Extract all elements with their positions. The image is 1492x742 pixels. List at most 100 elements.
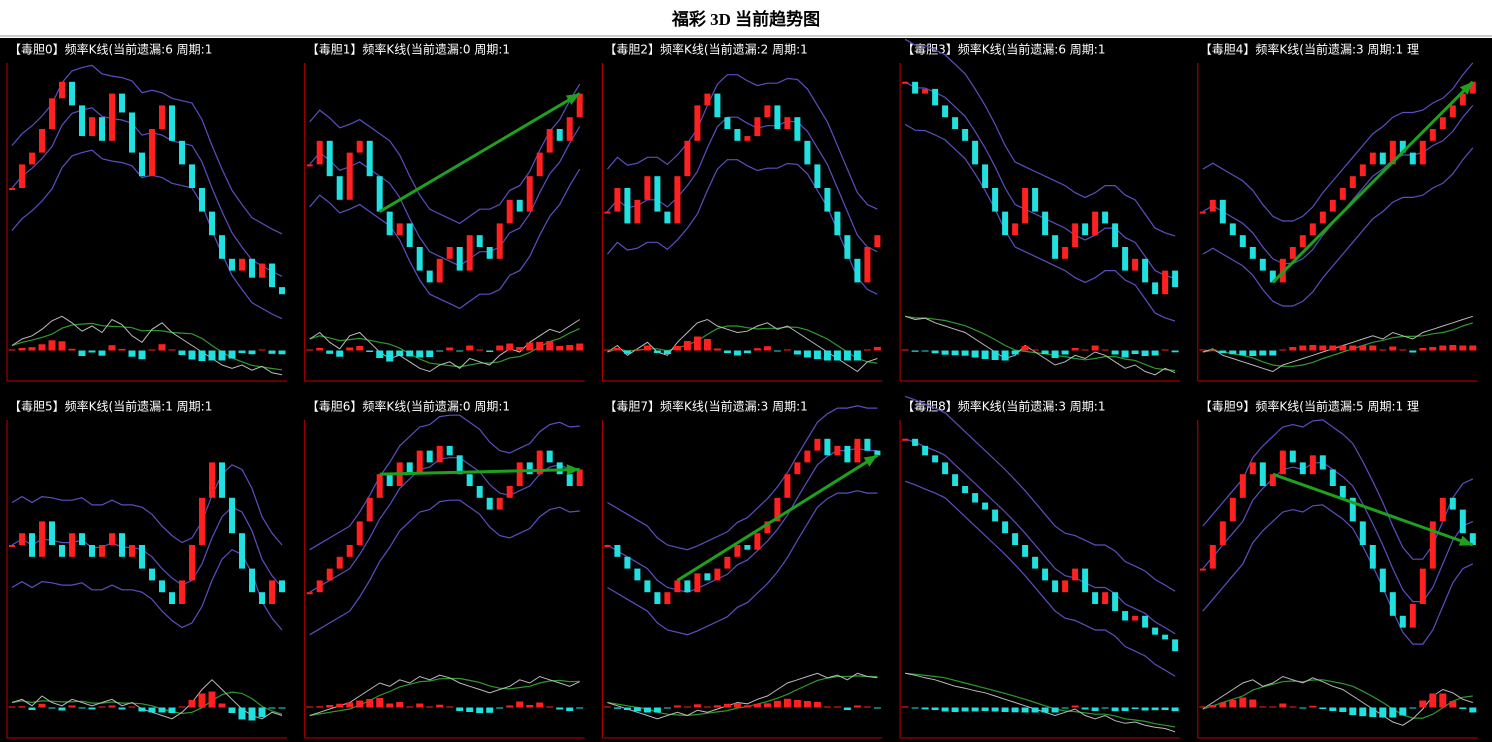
- candle: [466, 235, 473, 271]
- arrow-head: [566, 464, 580, 476]
- candle: [714, 568, 721, 581]
- indicator-bar: [238, 707, 246, 720]
- candle: [992, 509, 999, 522]
- candle: [1249, 247, 1256, 259]
- candle: [854, 258, 861, 283]
- indicator-bar: [148, 349, 156, 351]
- indicator-bar: [416, 703, 424, 708]
- candle: [1339, 486, 1346, 498]
- candle: [864, 438, 871, 451]
- candle: [814, 164, 821, 188]
- candle: [99, 545, 105, 557]
- candle: [566, 117, 573, 141]
- indicator-bar: [743, 705, 751, 708]
- indicator-line: [1202, 679, 1473, 719]
- candle: [1359, 521, 1366, 545]
- candle: [1142, 615, 1149, 628]
- candle: [1102, 211, 1109, 224]
- indicator-bar: [366, 699, 374, 708]
- candle: [1319, 455, 1326, 470]
- candle: [9, 545, 15, 547]
- candle: [614, 545, 621, 557]
- candle: [804, 140, 811, 165]
- indicator-bar: [426, 706, 434, 708]
- indicator-bar: [703, 339, 711, 351]
- candle: [326, 140, 333, 177]
- candle: [1449, 105, 1456, 118]
- candle: [1219, 521, 1226, 545]
- candle: [1429, 521, 1436, 569]
- band-line: [1202, 419, 1474, 560]
- indicator-bar: [603, 706, 611, 708]
- indicator-bar: [68, 705, 76, 708]
- candle: [576, 469, 583, 486]
- indicator-bar: [1101, 349, 1109, 351]
- candle: [436, 445, 443, 463]
- indicator-bar: [633, 349, 641, 351]
- indicator-bar: [78, 707, 86, 709]
- candle: [1042, 568, 1049, 581]
- indicator-bar: [1011, 350, 1019, 355]
- candle: [336, 556, 343, 569]
- candle: [1419, 568, 1426, 604]
- panel-header: 【毒胆8】频率K线(当前遗漏:3 周期:1: [902, 399, 1105, 414]
- candle: [366, 140, 373, 177]
- indicator-bar: [98, 350, 106, 356]
- indicator-bar: [456, 707, 464, 711]
- candle: [179, 580, 185, 604]
- candle: [1409, 152, 1416, 165]
- candle: [704, 93, 711, 106]
- indicator-bar: [1091, 345, 1099, 351]
- candle: [279, 287, 285, 295]
- indicator-bar: [1051, 350, 1059, 358]
- indicator-bar: [486, 350, 494, 352]
- candle: [1209, 545, 1216, 569]
- indicator-bar: [773, 350, 781, 352]
- candle: [39, 129, 45, 153]
- band-line: [607, 490, 878, 636]
- candle: [1062, 580, 1069, 593]
- candle: [1379, 152, 1386, 165]
- indicator-bar: [376, 350, 384, 358]
- indicator-bar: [1459, 345, 1467, 351]
- indicator-bar: [991, 707, 999, 712]
- candle: [814, 438, 821, 451]
- indicator-bar: [901, 706, 909, 708]
- candle: [864, 247, 871, 283]
- candle: [99, 117, 105, 141]
- indicator-bar: [1449, 701, 1457, 708]
- candle: [566, 474, 573, 486]
- indicator-bar: [981, 707, 989, 711]
- indicator-bar: [823, 706, 831, 708]
- indicator-bar: [1399, 707, 1407, 716]
- arrow-head: [863, 455, 878, 467]
- indicator-bar: [653, 707, 661, 713]
- candle: [1449, 497, 1456, 510]
- candle: [1072, 223, 1079, 247]
- candle: [1162, 270, 1169, 295]
- indicator-bar: [1299, 345, 1307, 351]
- indicator-bar: [1131, 707, 1139, 709]
- indicator-bar: [18, 348, 26, 351]
- candle: [169, 592, 175, 604]
- indicator-bar: [8, 706, 16, 708]
- indicator-line: [905, 672, 1176, 733]
- indicator-line: [309, 674, 580, 716]
- indicator-bar: [743, 350, 751, 354]
- indicator-bar: [1279, 703, 1287, 708]
- indicator-bar: [188, 700, 196, 708]
- indicator-bar: [1259, 350, 1267, 356]
- candle: [624, 188, 631, 224]
- indicator-bar: [238, 350, 246, 353]
- candle: [764, 105, 771, 118]
- candle: [556, 462, 563, 475]
- candle: [644, 580, 651, 593]
- candle: [794, 462, 801, 475]
- band-line: [606, 159, 878, 295]
- candle: [386, 474, 393, 486]
- candle: [326, 568, 333, 581]
- indicator-bar: [1429, 693, 1437, 708]
- candle: [9, 188, 15, 190]
- indicator-bar: [703, 706, 711, 708]
- indicator-line: [309, 319, 580, 373]
